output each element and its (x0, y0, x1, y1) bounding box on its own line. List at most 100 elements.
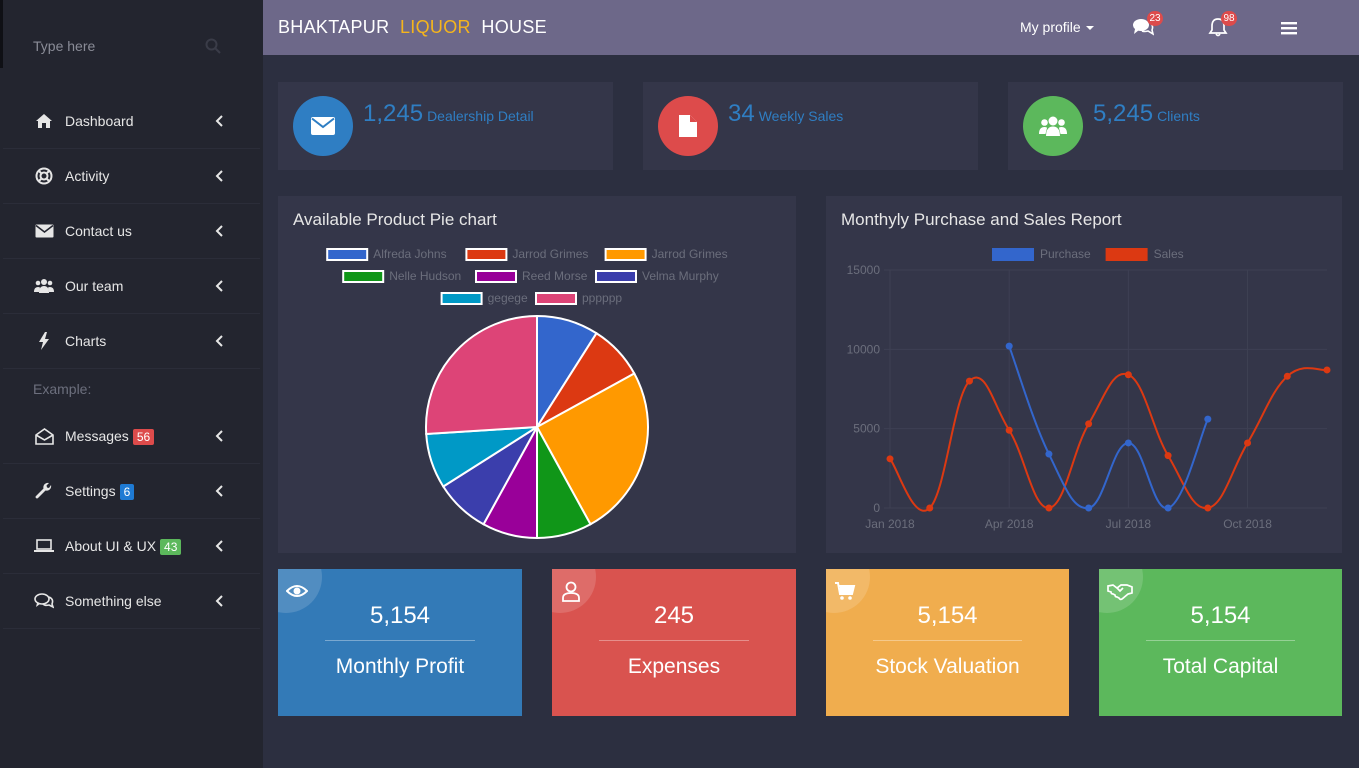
file-icon (679, 115, 697, 137)
stat-box-stock-valuation[interactable]: 5,154 Stock Valuation (826, 569, 1069, 716)
x-tick-label: Apr 2018 (985, 517, 1034, 531)
pie-slice[interactable] (535, 372, 649, 526)
sidebar-item-dashboard[interactable]: Dashboard (3, 94, 260, 149)
legend-entry[interactable]: Velma Murphy (595, 269, 719, 283)
legend-label: Velma Murphy (642, 269, 719, 283)
legend-label: pppppp (582, 291, 622, 305)
line-chart-panel: Monthyly Purchase and Sales Report Purch… (826, 196, 1342, 553)
pie-chart: Alfreda Johns Jarrod Grimes Jarrod Grimes N… (326, 247, 728, 540)
info-number: 5,245 (1093, 100, 1154, 127)
data-point[interactable] (1045, 450, 1053, 458)
stat-number: 5,154 (1190, 602, 1251, 629)
brand-title[interactable]: BHAKTAPUR LIQUOR HOUSE (278, 17, 547, 38)
sidebar-item-label: About UI & UX (65, 537, 157, 554)
info-box-weekly-sales[interactable]: 34 Weekly Sales (643, 82, 978, 170)
sidebar-nav: Dashboard Activity Contact us Our team C… (3, 94, 260, 629)
search-icon[interactable] (205, 38, 221, 54)
legend-swatch (992, 248, 1034, 261)
stat-divider (325, 640, 475, 641)
data-point[interactable] (1244, 439, 1252, 447)
info-label: Dealership Detail (427, 108, 534, 124)
sidebar-item-activity[interactable]: Activity (3, 149, 260, 204)
home-icon (34, 111, 54, 131)
data-point[interactable] (1085, 504, 1093, 512)
sidebar-item-contact-us[interactable]: Contact us (3, 204, 260, 259)
data-point[interactable] (926, 504, 934, 512)
notifications-count-badge: 98 (1221, 11, 1237, 26)
info-box-clients[interactable]: 5,245 Clients (1008, 82, 1343, 170)
info-circle (293, 96, 353, 156)
y-tick-label: 5000 (853, 422, 880, 436)
info-circle (1023, 96, 1083, 156)
legend-entry[interactable]: Jarrod Grimes (604, 247, 728, 261)
legend-entry[interactable]: gegege (440, 291, 528, 305)
y-tick-label: 15000 (847, 263, 881, 277)
sidebar-item-label: Dashboard (65, 113, 134, 129)
stat-number: 5,154 (369, 602, 431, 629)
cart-icon (835, 582, 856, 600)
stat-divider (873, 640, 1022, 641)
sidebar-edge (0, 0, 3, 68)
data-point[interactable] (1204, 504, 1212, 512)
legend-entry[interactable]: Jarrod Grimes (465, 247, 588, 261)
data-point[interactable] (886, 455, 894, 463)
menu-icon[interactable] (1280, 18, 1298, 38)
chevron-left-icon (215, 170, 223, 182)
data-point[interactable] (1204, 415, 1212, 423)
envelope-icon (311, 117, 335, 135)
sidebar-item-charts[interactable]: Charts (3, 314, 260, 369)
data-point[interactable] (1164, 452, 1172, 460)
data-point[interactable] (1124, 439, 1132, 447)
data-point[interactable] (1283, 372, 1291, 380)
profile-dropdown[interactable]: My profile (1020, 19, 1094, 35)
sidebar-item-label: Contact us (65, 223, 132, 239)
info-label: Weekly Sales (758, 108, 844, 124)
data-point[interactable] (1164, 504, 1172, 512)
stat-box-total-capital[interactable]: 5,154 Total Capital (1099, 569, 1342, 716)
sidebar-item-something-else[interactable]: Something else (3, 574, 260, 629)
legend-swatch (604, 248, 647, 261)
sidebar-item-label: Something else (65, 593, 162, 609)
search-input[interactable] (20, 28, 240, 64)
user-icon (562, 581, 580, 602)
legend-entry[interactable]: Sales (1105, 247, 1184, 261)
data-point[interactable] (1085, 420, 1093, 428)
legend-entry[interactable]: Reed Morse (475, 269, 588, 283)
data-point[interactable] (1323, 366, 1331, 374)
legend-swatch (535, 292, 577, 305)
info-box-dealership[interactable]: 1,245 Dealership Detail (278, 82, 613, 170)
caret-down-icon (1085, 26, 1094, 31)
messages-count-badge: 23 (1147, 11, 1163, 26)
chevron-left-icon (215, 595, 223, 607)
pie-chart-panel: Available Product Pie chart Alfreda John… (278, 196, 796, 553)
data-point[interactable] (1005, 342, 1013, 350)
top-header: BHAKTAPUR LIQUOR HOUSE My profile 23 98 (263, 0, 1359, 55)
pie-slice[interactable] (425, 314, 538, 436)
chevron-left-icon (215, 430, 223, 442)
chevron-left-icon (215, 540, 223, 552)
legend-swatch (1105, 248, 1148, 261)
data-point[interactable] (1005, 426, 1013, 434)
stat-box-expenses[interactable]: 245 Expenses (552, 569, 796, 716)
laptop-icon (34, 536, 54, 556)
stat-label: Stock Valuation (875, 655, 1020, 678)
sidebar-item-about-ui-ux[interactable]: About UI & UX 43 (3, 519, 260, 574)
sidebar-item-label: Messages (65, 427, 129, 444)
data-point[interactable] (965, 377, 973, 385)
sidebar-item-settings[interactable]: Settings 6 (3, 464, 260, 519)
data-point[interactable] (1124, 371, 1132, 379)
legend-entry[interactable]: Nelle Hudson (342, 269, 461, 283)
data-point[interactable] (1045, 504, 1053, 512)
stat-box-monthly-profit[interactable]: 5,154 Monthly Profit (278, 569, 522, 716)
series-line (889, 367, 1328, 512)
sidebar-item-our-team[interactable]: Our team (3, 259, 260, 314)
legend-entry[interactable]: Purchase (992, 247, 1091, 261)
series-line (1008, 345, 1209, 510)
legend-swatch (342, 270, 385, 283)
stat-label: Expenses (627, 655, 721, 678)
sidebar-item-messages[interactable]: Messages 56 (3, 409, 260, 464)
legend-label: Reed Morse (522, 269, 588, 283)
x-tick-label: Jul 2018 (1106, 517, 1152, 531)
legend-entry[interactable]: pppppp (535, 291, 622, 305)
legend-entry[interactable]: Alfreda Johns (326, 247, 447, 261)
